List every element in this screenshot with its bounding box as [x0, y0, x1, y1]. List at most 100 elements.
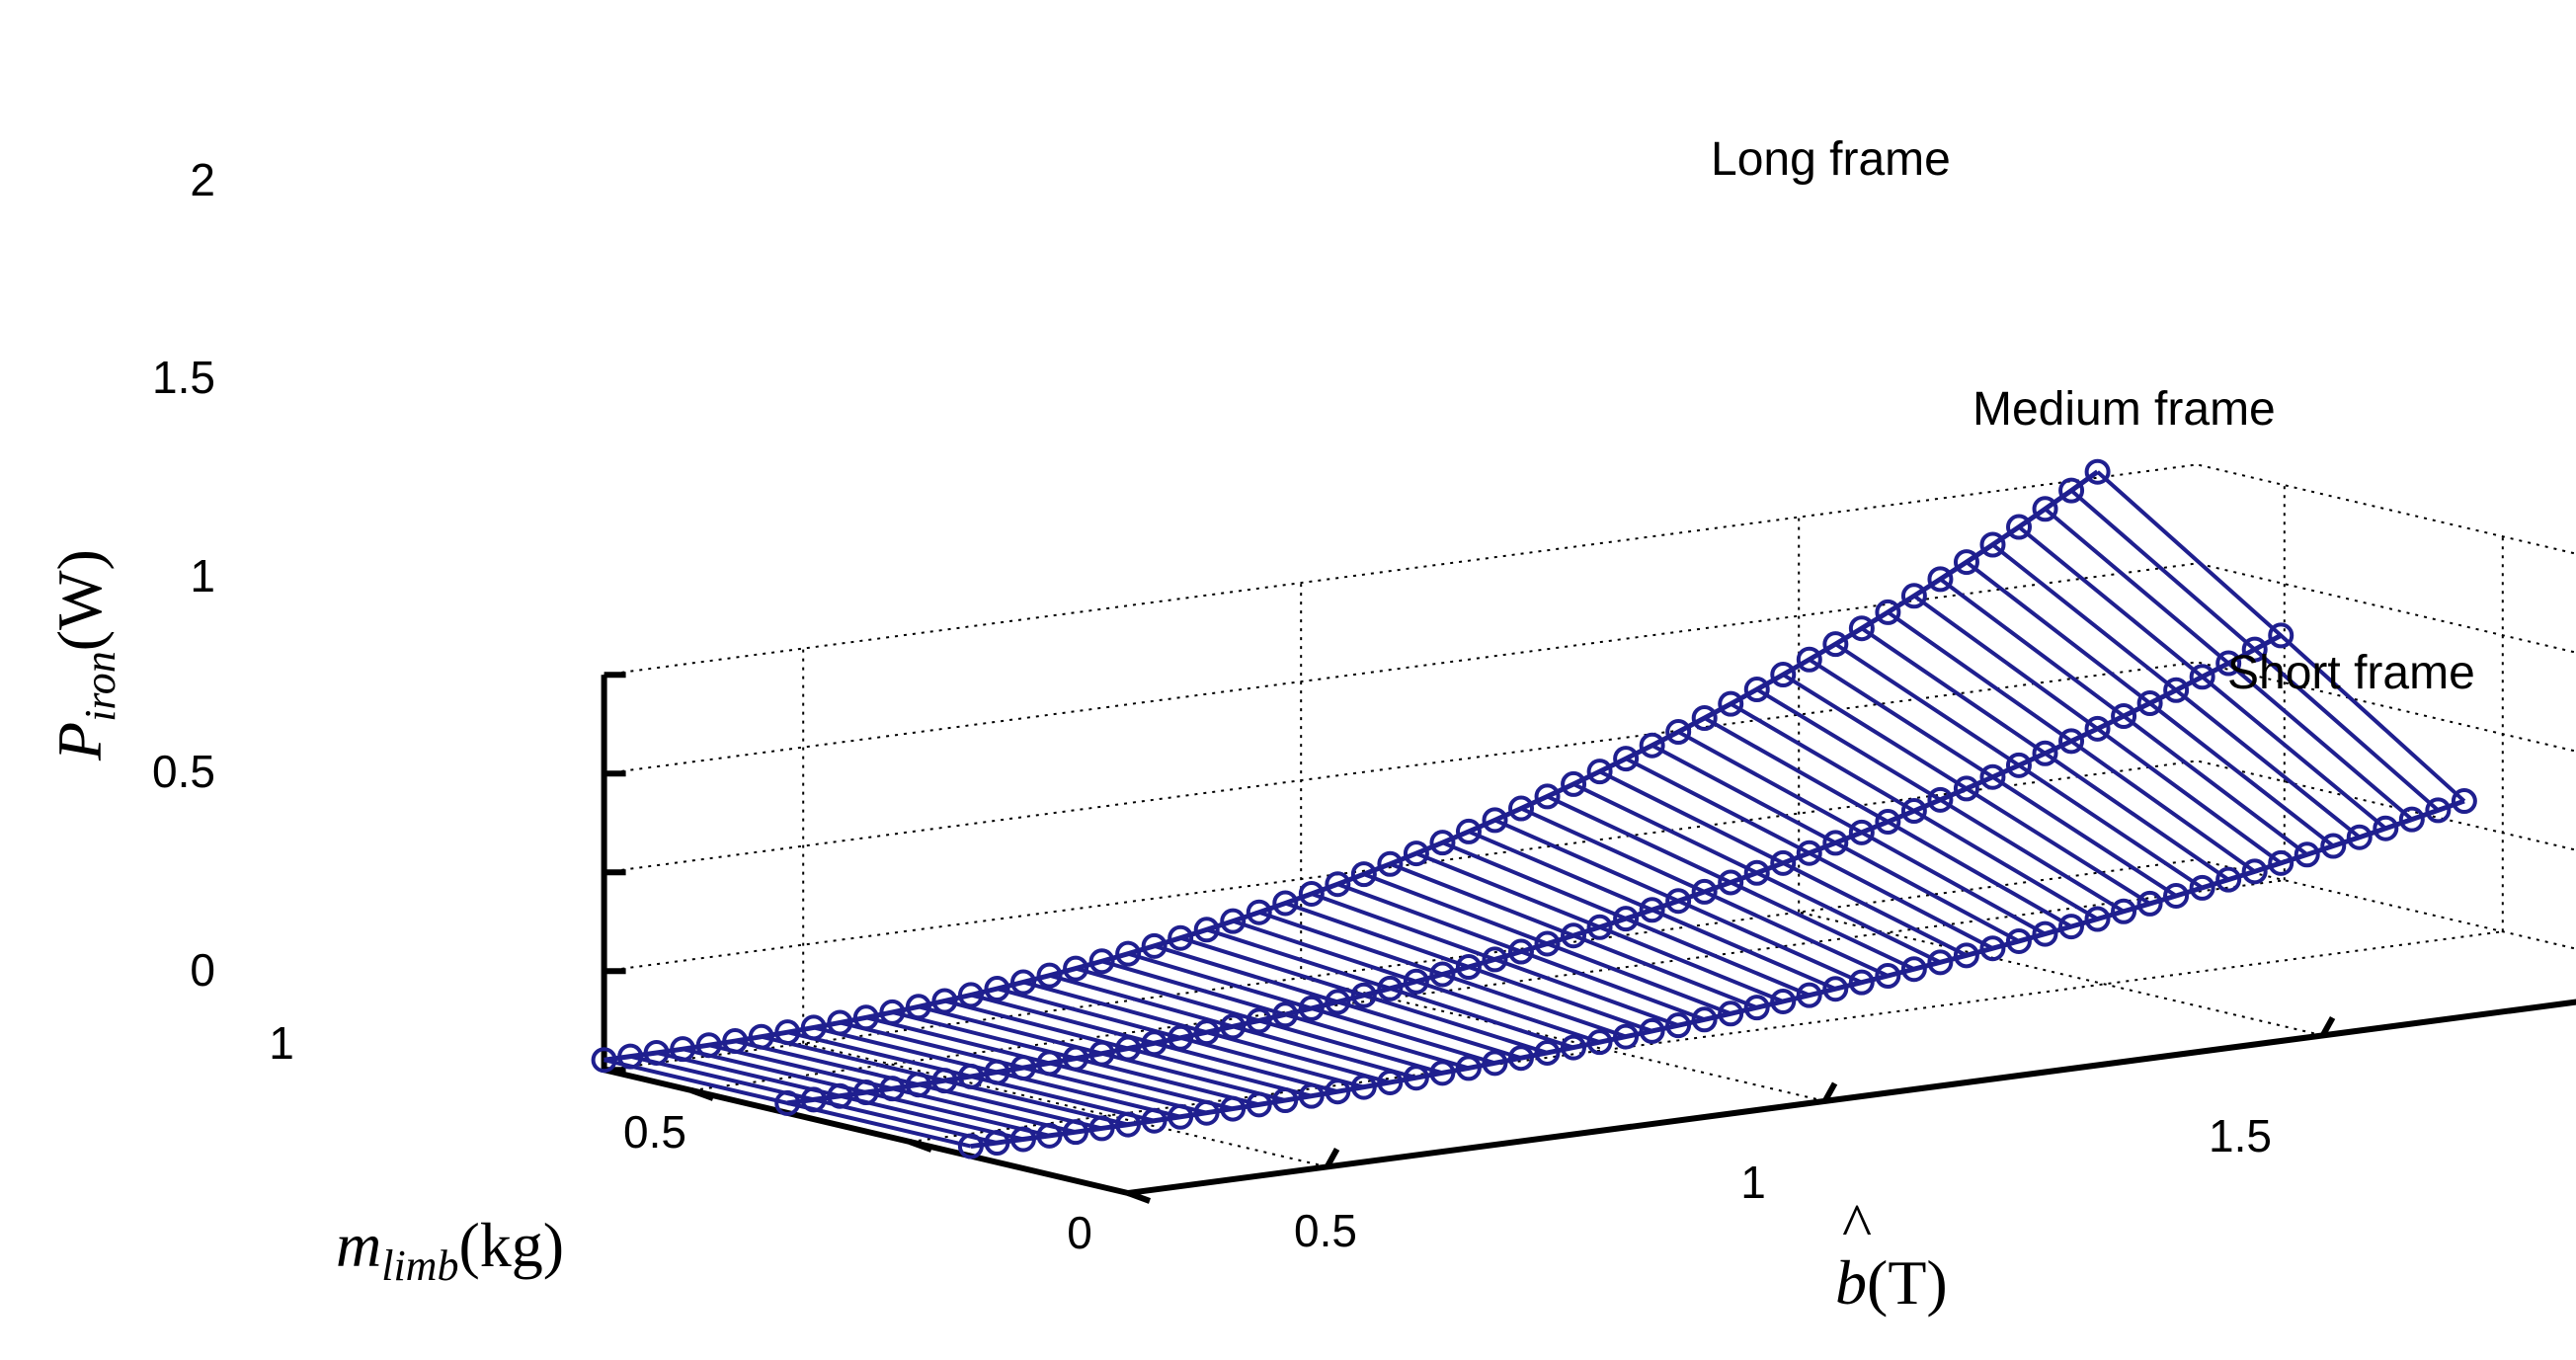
data-point-long-frame	[1482, 807, 1508, 834]
data-point-medium-frame	[1743, 859, 1770, 886]
data-point-medium-frame	[1718, 869, 1744, 896]
grid-line-floor	[1300, 977, 1825, 1102]
data-point-short-frame	[1848, 969, 1875, 996]
annotation-long-frame: Long frame	[1711, 133, 1951, 186]
data-point-medium-frame	[827, 1082, 853, 1109]
y-axis-label-unit: (kg)	[458, 1210, 564, 1280]
data-point-medium-frame	[1403, 968, 1429, 995]
grid-line-side	[2197, 661, 2576, 753]
data-point-short-frame	[2425, 797, 2452, 824]
data-point-long-frame	[591, 1047, 617, 1074]
data-point-short-frame	[2057, 914, 2084, 940]
z-tick-label: 0	[190, 944, 215, 996]
y-axis-label: mlimb(kg)	[336, 1210, 564, 1290]
data-point-long-frame	[1220, 908, 1247, 934]
data-point-medium-frame	[2163, 677, 2190, 703]
data-point-medium-frame	[1220, 1013, 1247, 1040]
data-point-medium-frame	[1770, 849, 1797, 876]
data-point-short-frame	[1193, 1099, 1220, 1126]
data-point-short-frame	[1979, 935, 2006, 962]
x-axis-label-main: b	[1835, 1247, 1867, 1318]
data-point-medium-frame	[1482, 946, 1508, 973]
data-point-medium-frame	[1953, 775, 1979, 802]
data-point-short-frame	[1036, 1122, 1063, 1149]
grid-line-back	[604, 661, 2198, 874]
data-point-medium-frame	[1586, 914, 1613, 940]
grid-line-back	[604, 463, 2198, 677]
data-point-medium-frame	[1927, 786, 1954, 813]
data-point-long-frame	[984, 976, 1010, 1002]
data-point-medium-frame	[1246, 1007, 1272, 1034]
data-point-short-frame	[1718, 1000, 1744, 1027]
data-point-short-frame	[1088, 1115, 1115, 1142]
data-point-short-frame	[2373, 815, 2399, 841]
data-point-long-frame	[1639, 732, 1665, 759]
data-point-short-frame	[2032, 920, 2058, 947]
data-point-short-frame	[1560, 1034, 1586, 1061]
data-point-short-frame	[1062, 1119, 1088, 1146]
data-point-short-frame	[1586, 1029, 1613, 1056]
data-point-short-frame	[1455, 1055, 1482, 1081]
data-point-short-frame	[1770, 988, 1797, 1014]
data-point-medium-frame	[1639, 897, 1665, 923]
data-point-long-frame	[1665, 719, 1692, 746]
series-line-short-frame	[970, 798, 2465, 1150]
data-point-long-frame	[1088, 948, 1115, 975]
data-point-medium-frame	[2032, 740, 2058, 766]
data-point-medium-frame	[1561, 922, 1587, 949]
data-point-medium-frame	[2136, 690, 2163, 717]
z-tick-labels: 0 0.5 1 1.5 2	[152, 154, 215, 996]
y-tick-label: 0.5	[623, 1106, 686, 1158]
data-point-short-frame	[1141, 1107, 1167, 1134]
data-point-short-frame	[1953, 942, 1979, 969]
data-point-short-frame	[2398, 806, 2425, 833]
z-axis-label-unit: (W)	[44, 549, 115, 651]
data-point-medium-frame	[1429, 961, 1456, 988]
x-tick-label: 0.5	[1294, 1205, 1357, 1256]
data-point-medium-frame	[1167, 1024, 1194, 1051]
data-point-short-frame	[2320, 833, 2347, 859]
data-point-long-frame	[1979, 531, 2006, 558]
series-line-long-frame	[604, 469, 2100, 1063]
y-tick-label: 0	[1067, 1207, 1092, 1258]
data-point-short-frame	[1403, 1065, 1429, 1091]
data-point-short-frame	[1246, 1091, 1272, 1118]
data-point-short-frame	[984, 1130, 1010, 1157]
data-point-long-frame	[2006, 514, 2033, 540]
data-point-medium-frame	[2268, 622, 2294, 649]
data-point-medium-frame	[1325, 989, 1351, 1015]
data-point-short-frame	[1796, 982, 1822, 1008]
data-point-long-frame	[1508, 795, 1535, 822]
data-point-medium-frame	[1193, 1019, 1220, 1046]
data-point-long-frame	[1298, 880, 1325, 907]
data-point-short-frame	[2268, 849, 2294, 876]
grid-line-side	[2197, 463, 2576, 555]
y-axis-tick	[1126, 1190, 1152, 1204]
data-point-short-frame	[1507, 1045, 1534, 1072]
data-point-long-frame	[1927, 566, 1954, 593]
data-point-short-frame	[1822, 976, 1849, 1002]
data-point-long-frame	[800, 1014, 827, 1041]
data-point-medium-frame	[1665, 888, 1692, 915]
data-point-medium-frame	[905, 1072, 931, 1098]
data-point-short-frame	[2136, 890, 2163, 917]
data-point-long-frame	[1403, 840, 1429, 867]
data-point-medium-frame	[1272, 1001, 1299, 1028]
data-point-short-frame	[1325, 1079, 1351, 1105]
data-point-long-frame	[1115, 940, 1142, 967]
y-axis-label-sub: limb	[381, 1241, 458, 1290]
data-point-short-frame	[2451, 788, 2477, 815]
data-point-short-frame	[2215, 866, 2242, 893]
data-point-long-frame	[643, 1039, 670, 1066]
data-point-long-frame	[1561, 770, 1587, 797]
data-point-short-frame	[1482, 1050, 1508, 1077]
grid-line-back	[604, 562, 2198, 775]
data-point-medium-frame	[1088, 1040, 1115, 1067]
data-point-medium-frame	[774, 1089, 801, 1116]
data-point-short-frame	[1927, 949, 1954, 976]
data-point-medium-frame	[1900, 798, 1927, 825]
data-point-short-frame	[1298, 1082, 1325, 1109]
x-axis-label-hat: ^	[1842, 1190, 1872, 1260]
x-axis-label: ^ b(T)	[1835, 1190, 1948, 1318]
y-axis-tick	[689, 1087, 715, 1101]
